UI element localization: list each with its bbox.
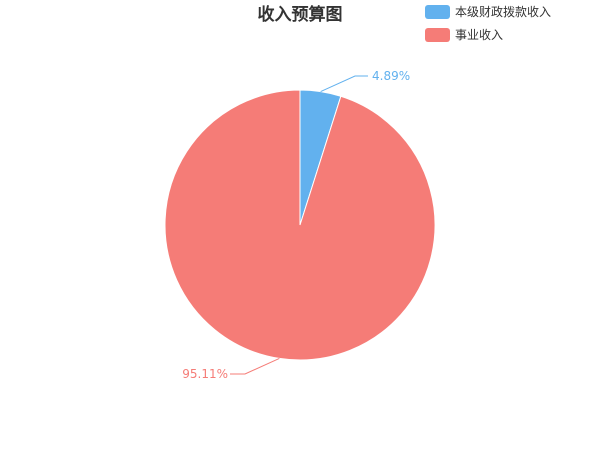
pie-slices: [164, 89, 436, 361]
label-line: [320, 75, 368, 93]
chart-title: 收入预算图: [258, 4, 343, 25]
legend-swatch[interactable]: [425, 5, 450, 19]
pie-labels: 4.89% 95.11%: [182, 69, 410, 381]
legend-label[interactable]: 事业收入: [455, 28, 503, 42]
legend-label[interactable]: 本级财政拨款收入: [455, 5, 551, 19]
data-label: 95.11%: [182, 367, 228, 381]
data-label: 4.89%: [372, 69, 410, 83]
label-line: [230, 357, 280, 375]
pie-slice[interactable]: [164, 89, 436, 361]
legend-swatch[interactable]: [425, 28, 450, 42]
